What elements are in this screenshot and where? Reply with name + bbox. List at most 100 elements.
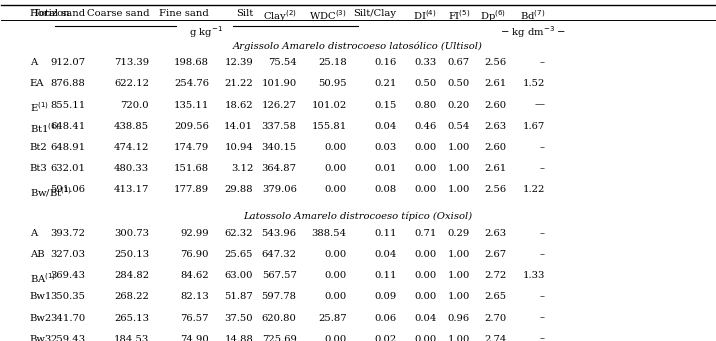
Text: 3.12: 3.12	[231, 164, 253, 173]
Text: 62.32: 62.32	[225, 229, 253, 238]
Text: 2.70: 2.70	[484, 314, 506, 323]
Text: 76.57: 76.57	[180, 314, 209, 323]
Text: 0.02: 0.02	[374, 335, 397, 341]
Text: 0.00: 0.00	[414, 250, 437, 259]
Text: 567.57: 567.57	[262, 271, 296, 280]
Text: 1.00: 1.00	[448, 143, 470, 152]
Text: 364.87: 364.87	[261, 164, 296, 173]
Text: BA$^{(1)}$: BA$^{(1)}$	[30, 271, 56, 285]
Text: 0.00: 0.00	[414, 164, 437, 173]
Text: 0.00: 0.00	[414, 185, 437, 194]
Text: 648.91: 648.91	[50, 143, 85, 152]
Text: WDC$^{(3)}$: WDC$^{(3)}$	[309, 9, 347, 23]
Text: 1.00: 1.00	[448, 250, 470, 259]
Text: 2.56: 2.56	[484, 185, 506, 194]
Text: 151.68: 151.68	[174, 164, 209, 173]
Text: 0.00: 0.00	[324, 293, 347, 301]
Text: 0.71: 0.71	[414, 229, 437, 238]
Text: 29.88: 29.88	[225, 185, 253, 194]
Text: 876.88: 876.88	[51, 79, 85, 88]
Text: 82.13: 82.13	[180, 293, 209, 301]
Text: 0.00: 0.00	[414, 335, 437, 341]
Text: 0.11: 0.11	[374, 229, 397, 238]
Text: g kg$^{-1}$: g kg$^{-1}$	[189, 24, 223, 40]
Text: 37.50: 37.50	[225, 314, 253, 323]
Text: 713.39: 713.39	[114, 58, 149, 68]
Text: 0.54: 0.54	[448, 122, 470, 131]
Text: –: –	[540, 229, 545, 238]
Text: DI$^{(4)}$: DI$^{(4)}$	[413, 9, 437, 23]
Text: 369.43: 369.43	[51, 271, 85, 280]
Text: 0.04: 0.04	[374, 250, 397, 259]
Text: 388.54: 388.54	[311, 229, 347, 238]
Text: 413.17: 413.17	[114, 185, 149, 194]
Text: 126.27: 126.27	[261, 101, 296, 109]
Text: 632.01: 632.01	[51, 164, 85, 173]
Text: –: –	[540, 164, 545, 173]
Text: 597.78: 597.78	[261, 293, 296, 301]
Text: 2.72: 2.72	[484, 271, 506, 280]
Text: 591.06: 591.06	[51, 185, 85, 194]
Text: 340.15: 340.15	[261, 143, 296, 152]
Text: 25.65: 25.65	[225, 250, 253, 259]
Text: Bt3: Bt3	[30, 164, 48, 173]
Text: –: –	[540, 314, 545, 323]
Text: –: –	[540, 293, 545, 301]
Text: 0.03: 0.03	[374, 143, 397, 152]
Text: 0.67: 0.67	[448, 58, 470, 68]
Text: 2.63: 2.63	[484, 229, 506, 238]
Text: Bw/Bt$^{(1)}$: Bw/Bt$^{(1)}$	[30, 185, 72, 199]
Text: 341.70: 341.70	[50, 314, 85, 323]
Text: 21.22: 21.22	[224, 79, 253, 88]
Text: $-$ kg dm$^{-3}$ $-$: $-$ kg dm$^{-3}$ $-$	[500, 24, 566, 40]
Text: 438.85: 438.85	[114, 122, 149, 131]
Text: —: —	[535, 101, 545, 109]
Text: 855.11: 855.11	[50, 101, 85, 109]
Text: 2.61: 2.61	[484, 79, 506, 88]
Text: –: –	[540, 250, 545, 259]
Text: 474.12: 474.12	[114, 143, 149, 152]
Text: 327.03: 327.03	[51, 250, 85, 259]
Text: Silt: Silt	[236, 9, 253, 18]
Text: AB: AB	[30, 250, 44, 259]
Text: 0.04: 0.04	[414, 314, 437, 323]
Text: Coarse sand: Coarse sand	[87, 9, 149, 18]
Text: 0.50: 0.50	[414, 79, 437, 88]
Text: 250.13: 250.13	[114, 250, 149, 259]
Text: 0.06: 0.06	[374, 314, 397, 323]
Text: 0.29: 0.29	[448, 229, 470, 238]
Text: Bt1$^{(1)}$: Bt1$^{(1)}$	[30, 122, 59, 135]
Text: 209.56: 209.56	[174, 122, 209, 131]
Text: 0.80: 0.80	[414, 101, 437, 109]
Text: 0.96: 0.96	[448, 314, 470, 323]
Text: 0.01: 0.01	[374, 164, 397, 173]
Text: 265.13: 265.13	[114, 314, 149, 323]
Text: 350.35: 350.35	[51, 293, 85, 301]
Text: Bw1: Bw1	[30, 293, 52, 301]
Text: 0.00: 0.00	[414, 271, 437, 280]
Text: 300.73: 300.73	[114, 229, 149, 238]
Text: Argissolo Amarelo distrocoeso latosólico (Ultisol): Argissolo Amarelo distrocoeso latosólico…	[233, 41, 483, 50]
Text: 1.33: 1.33	[523, 271, 545, 280]
Text: –: –	[540, 58, 545, 68]
Text: 0.00: 0.00	[414, 293, 437, 301]
Text: 1.00: 1.00	[448, 164, 470, 173]
Text: A: A	[30, 229, 37, 238]
Text: 259.43: 259.43	[50, 335, 85, 341]
Text: 337.58: 337.58	[261, 122, 296, 131]
Text: Bw2: Bw2	[30, 314, 52, 323]
Text: 2.74: 2.74	[484, 335, 506, 341]
Text: 284.82: 284.82	[114, 271, 149, 280]
Text: 2.65: 2.65	[484, 293, 506, 301]
Text: 648.41: 648.41	[50, 122, 85, 131]
Text: 135.11: 135.11	[173, 101, 209, 109]
Text: 174.79: 174.79	[174, 143, 209, 152]
Text: 912.07: 912.07	[50, 58, 85, 68]
Text: 2.56: 2.56	[484, 58, 506, 68]
Text: Silt/Clay: Silt/Clay	[354, 9, 397, 18]
Text: 25.18: 25.18	[318, 58, 347, 68]
Text: 0.15: 0.15	[374, 101, 397, 109]
Text: 51.87: 51.87	[224, 293, 253, 301]
Text: 74.90: 74.90	[180, 335, 209, 341]
Text: 2.61: 2.61	[484, 164, 506, 173]
